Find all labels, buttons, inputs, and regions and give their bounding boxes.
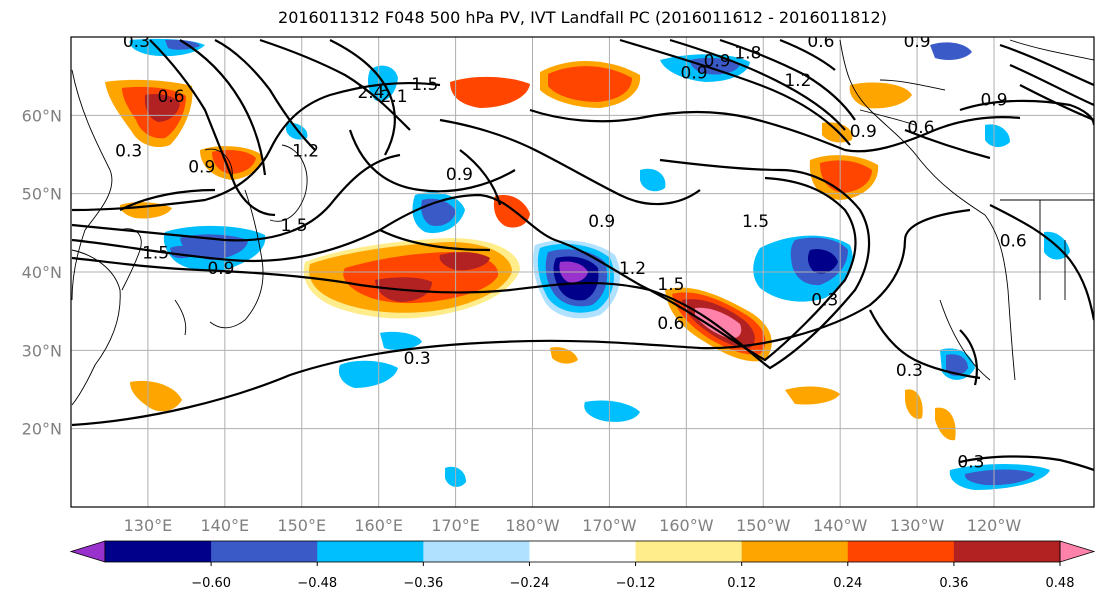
contour-label: 0.3: [123, 32, 150, 52]
latitude-label: 60°N: [22, 106, 62, 125]
contour-label: 0.6: [807, 32, 834, 52]
contour-label: 0.6: [1000, 232, 1027, 252]
longitude-label: 160°W: [659, 516, 714, 535]
contour-label: 1.5: [657, 275, 684, 295]
colorbar-segment: [105, 541, 212, 562]
colorbar-max-extend: [1059, 540, 1096, 563]
longitude-label: 170°E: [431, 516, 480, 535]
contour-label: 1.2: [619, 259, 646, 279]
contour-label: 0.3: [896, 361, 923, 381]
contour-label: 0.9: [188, 157, 215, 177]
colorbar: −0.60 −0.48 −0.36 −0.24 −0.12 0.12 0.24 0.36 0.4…: [69, 540, 1096, 591]
ivt-pc-shading: [105, 38, 1070, 490]
contour-label: 1.2: [784, 71, 811, 91]
colorbar-tick-label: 0.24: [833, 576, 862, 591]
contour-label: 0.9: [704, 52, 731, 72]
contour-label: 0.3: [957, 453, 984, 473]
longitude-labels: 130°E 140°E 150°E 160°E 170°E 180°W 170°W 160°W…: [124, 516, 1022, 535]
longitude-label: 150°E: [277, 516, 326, 535]
contour-label: 0.9: [904, 32, 931, 52]
colorbar-segment: [211, 541, 318, 562]
longitude-label: 120°W: [967, 516, 1022, 535]
latitude-label: 30°N: [22, 341, 62, 360]
longitude-label: 160°E: [354, 516, 403, 535]
latitude-label: 20°N: [22, 420, 62, 439]
colorbar-tick-label: −0.60: [191, 576, 231, 591]
colorbar-tick-label: 0.48: [1046, 576, 1075, 591]
contour-label: 0.9: [588, 212, 615, 232]
colorbar-segment: [953, 541, 1061, 562]
coastlines: [71, 39, 1094, 406]
contour-label: 0.9: [980, 91, 1007, 111]
longitude-label: 130°E: [124, 516, 173, 535]
colorbar-tick-label: −0.24: [510, 576, 550, 591]
colorbar-tick-label: 0.36: [939, 576, 968, 591]
colorbar-segment: [847, 541, 955, 562]
colorbar-tick-label: −0.36: [403, 576, 443, 591]
colorbar-segment: [529, 541, 637, 562]
longitude-label: 130°W: [890, 516, 945, 535]
colorbar-tick-label: 0.12: [727, 576, 756, 591]
contour-label: 1.8: [734, 44, 761, 64]
contour-label: 0.9: [207, 259, 234, 279]
colorbar-segment: [635, 541, 743, 562]
contour-label: 0.6: [157, 87, 184, 107]
contour-label: 0.6: [657, 314, 684, 334]
contour-label: 0.3: [115, 142, 142, 162]
contour-label: 0.9: [681, 63, 708, 83]
pv-contours: [71, 38, 1094, 472]
contour-label: 0.9: [446, 165, 473, 185]
contour-label: 1.5: [281, 216, 308, 236]
longitude-label: 170°W: [582, 516, 637, 535]
colorbar-tick-label: −0.48: [297, 576, 337, 591]
latitude-label: 40°N: [22, 263, 62, 282]
colorbar-segment: [317, 541, 424, 562]
longitude-label: 140°E: [201, 516, 250, 535]
contour-label: 2.4: [357, 83, 384, 103]
contour-label: 0.9: [850, 122, 877, 142]
map-area: 0.30.30.60.91.50.91.21.52.42.11.50.90.91…: [71, 32, 1094, 507]
contour-label: 0.6: [907, 118, 934, 138]
contour-label: 1.2: [292, 142, 319, 162]
colorbar-segment: [741, 541, 849, 562]
contour-label: 0.3: [811, 290, 838, 310]
contour-label: 0.3: [404, 349, 431, 369]
map-frame: [70, 36, 1095, 508]
longitude-label: 140°W: [813, 516, 868, 535]
latitude-label: 50°N: [22, 185, 62, 204]
contour-label: 1.5: [742, 212, 769, 232]
colorbar-min-extend: [69, 540, 106, 563]
colorbar-tick-label: −0.12: [616, 576, 656, 591]
contour-label: 2.1: [381, 87, 408, 107]
contour-labels: 0.30.30.60.91.50.91.21.52.42.11.50.90.91…: [115, 32, 1027, 473]
longitude-label: 180°W: [505, 516, 560, 535]
longitude-label: 150°W: [736, 516, 791, 535]
contour-label: 1.5: [142, 243, 169, 263]
colorbar-segment: [423, 541, 530, 562]
contour-label: 1.5: [411, 75, 438, 95]
latitude-labels: 60°N 50°N 40°N 30°N 20°N: [22, 106, 62, 438]
map-title: 2016011312 F048 500 hPa PV, IVT Landfall…: [278, 8, 887, 27]
